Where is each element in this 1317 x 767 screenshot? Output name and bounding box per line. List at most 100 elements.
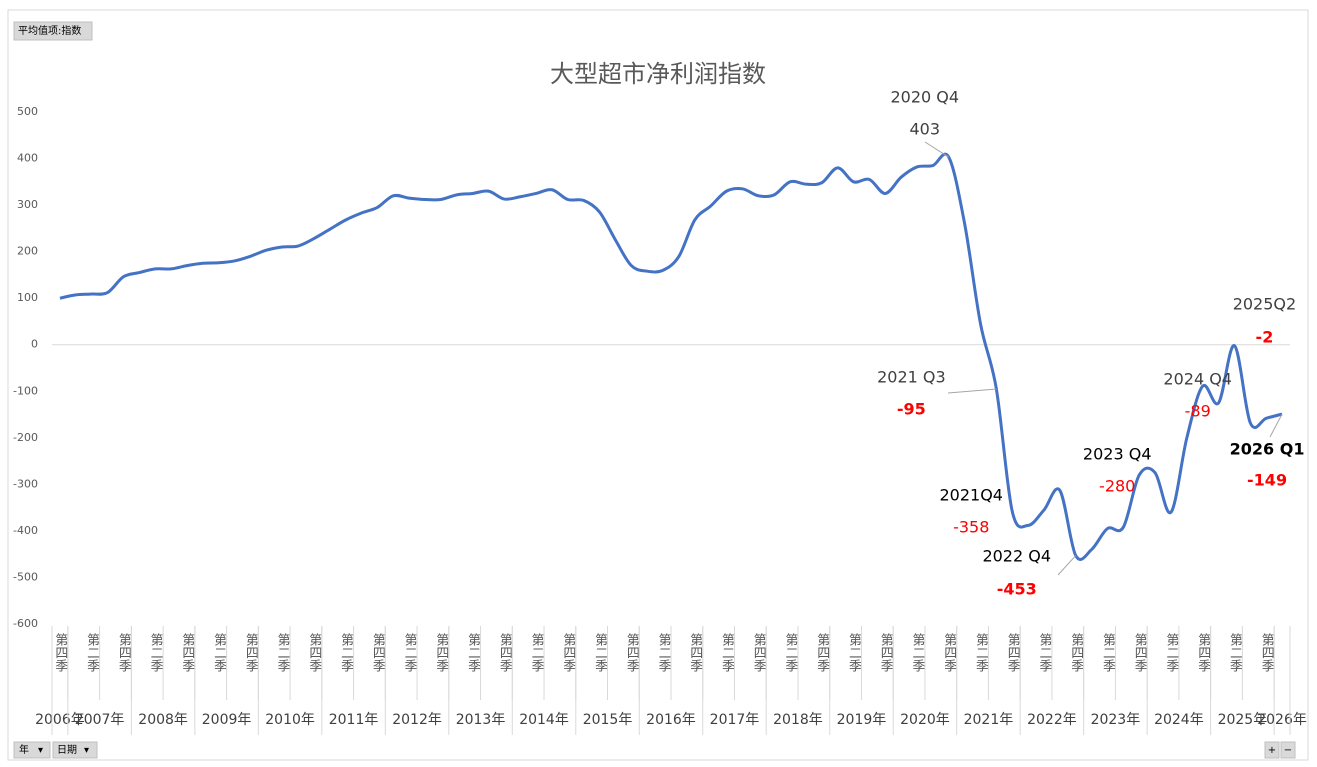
x-tick-label: 第二季 <box>846 633 862 672</box>
year-label: 2022年 <box>1027 712 1077 728</box>
y-tick-label: -500 <box>13 570 38 583</box>
year-label: 2019年 <box>837 712 887 728</box>
x-tick-label: 第二季 <box>1163 633 1179 672</box>
year-label: 2025年 <box>1218 712 1268 728</box>
x-tick-label: 第四季 <box>1195 633 1211 672</box>
y-tick-label: -100 <box>13 384 38 397</box>
x-tick-label: 第四季 <box>306 633 322 672</box>
zoom-label: − <box>1284 745 1292 756</box>
dropdown-arrow: ▾ <box>84 745 89 756</box>
value-label: -2 <box>1256 328 1274 347</box>
year-label: 2026年 <box>1257 712 1307 728</box>
x-tick-label: 第四季 <box>878 633 894 672</box>
y-tick-label: 200 <box>17 245 38 258</box>
zoom-button[interactable] <box>1280 741 1296 759</box>
zoom-label: + <box>1268 745 1276 756</box>
year-label: 2006年 <box>35 712 85 728</box>
chart-frame <box>7 9 1309 761</box>
point-label: 2024 Q4 <box>1163 370 1232 389</box>
x-tick-label: 第四季 <box>751 633 767 672</box>
year-label: 2023年 <box>1091 712 1141 728</box>
year-label: 2012年 <box>392 712 442 728</box>
zoom-button[interactable] <box>1264 741 1280 759</box>
value-field-button[interactable] <box>13 21 93 41</box>
x-tick-label: 第二季 <box>465 633 481 672</box>
value-label: -95 <box>897 400 926 419</box>
x-tick-label: 第四季 <box>624 633 640 672</box>
y-tick-label: -300 <box>13 477 38 490</box>
value-field-label: 平均值项:指数 <box>18 24 81 37</box>
y-tick-label: 0 <box>31 338 38 351</box>
filter-button[interactable] <box>52 741 98 759</box>
x-tick-label: 第四季 <box>370 633 386 672</box>
x-tick-label: 第二季 <box>529 633 545 672</box>
y-tick-label: 100 <box>17 291 38 304</box>
y-tick-label: 300 <box>17 198 38 211</box>
value-label: -89 <box>1185 402 1211 421</box>
x-tick-label: 第二季 <box>275 633 291 672</box>
point-label: 2021 Q3 <box>877 368 946 387</box>
x-tick-label: 第二季 <box>402 633 418 672</box>
value-label: -358 <box>953 518 989 537</box>
leader-line <box>947 388 997 394</box>
point-label: 2023 Q4 <box>1083 445 1152 464</box>
x-tick-label: 第二季 <box>84 633 100 672</box>
x-tick-label: 第二季 <box>656 633 672 672</box>
point-label: 2020 Q4 <box>890 88 959 107</box>
year-label: 2015年 <box>583 712 633 728</box>
x-tick-label: 第四季 <box>433 633 449 672</box>
x-tick-label: 第二季 <box>910 633 926 672</box>
x-tick-label: 第四季 <box>1068 633 1084 672</box>
filter-label: 年 <box>19 743 29 756</box>
x-tick-label: 第二季 <box>338 633 354 672</box>
value-label: -280 <box>1099 477 1135 496</box>
x-tick-label: 第四季 <box>179 633 195 672</box>
year-label: 2013年 <box>456 712 506 728</box>
year-label: 2020年 <box>900 712 950 728</box>
y-tick-label: 500 <box>17 105 38 118</box>
value-label: 403 <box>909 120 940 139</box>
x-tick-label: 第二季 <box>211 633 227 672</box>
x-tick-label: 第二季 <box>148 633 164 672</box>
year-label: 2009年 <box>202 712 252 728</box>
x-tick-label: 第二季 <box>592 633 608 672</box>
y-tick-label: 400 <box>17 152 38 165</box>
leader-line <box>1057 555 1077 576</box>
year-label: 2007年 <box>75 712 125 728</box>
x-tick-label: 第四季 <box>560 633 576 672</box>
x-tick-label: 第四季 <box>1005 633 1021 672</box>
x-tick-label: 第四季 <box>497 633 513 672</box>
point-label: 2026 Q1 <box>1230 440 1305 459</box>
x-tick-label: 第四季 <box>243 633 259 672</box>
x-tick-label: 第四季 <box>116 633 132 672</box>
year-label: 2017年 <box>710 712 760 728</box>
filter-button[interactable] <box>13 741 51 759</box>
value-label: -149 <box>1247 471 1287 490</box>
x-tick-label: 第二季 <box>783 633 799 672</box>
year-label: 2014年 <box>519 712 569 728</box>
x-tick-label: 第二季 <box>1036 633 1052 672</box>
x-tick-label: 第二季 <box>973 633 989 672</box>
value-label: -453 <box>997 580 1037 599</box>
y-tick-label: -600 <box>13 617 38 630</box>
point-label: 2022 Q4 <box>982 547 1051 566</box>
x-tick-label: 第二季 <box>719 633 735 672</box>
data-line <box>59 152 1283 561</box>
y-tick-label: -200 <box>13 431 38 444</box>
filter-label: 日期 <box>57 744 77 756</box>
y-tick-label: -400 <box>13 524 38 537</box>
year-label: 2008年 <box>138 712 188 728</box>
year-label: 2018年 <box>773 712 823 728</box>
year-label: 2011年 <box>329 712 379 728</box>
x-tick-label: 第四季 <box>1259 633 1275 672</box>
chart-title: 大型超市净利润指数 <box>550 60 766 88</box>
x-tick-label: 第四季 <box>687 633 703 672</box>
x-tick-label: 第四季 <box>52 633 68 672</box>
point-label: 2025Q2 <box>1233 295 1297 314</box>
year-label: 2021年 <box>964 712 1014 728</box>
x-tick-label: 第四季 <box>941 633 957 672</box>
year-label: 2024年 <box>1154 712 1204 728</box>
year-label: 2010年 <box>265 712 315 728</box>
dropdown-arrow: ▾ <box>38 745 43 756</box>
x-tick-label: 第四季 <box>814 633 830 672</box>
